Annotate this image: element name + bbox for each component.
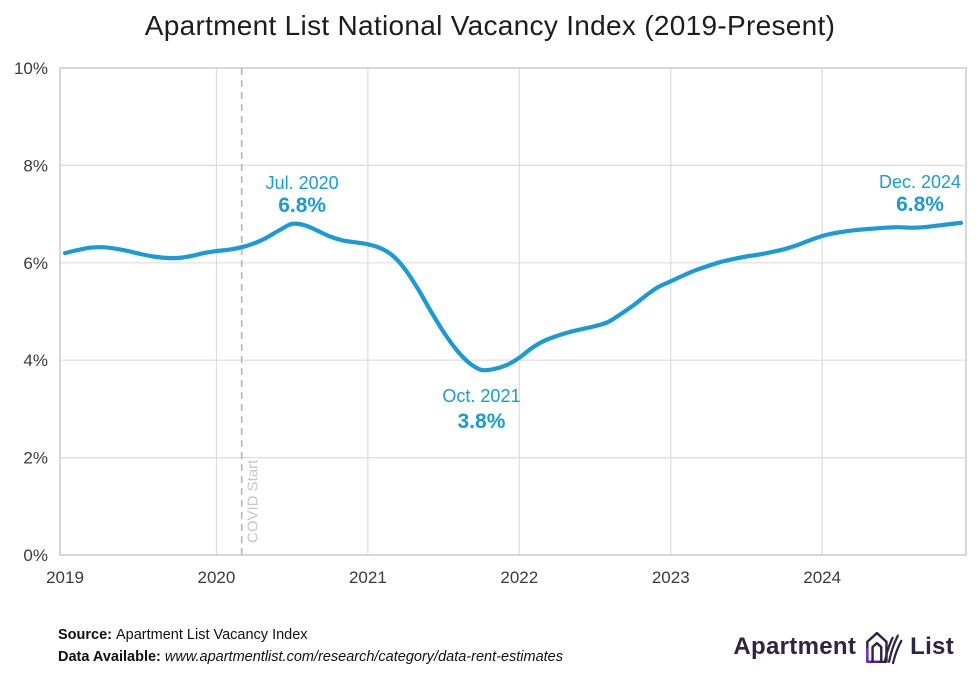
data-available-label: Data Available:: [58, 649, 161, 665]
footer-text: Source: Apartment List Vacancy Index Data…: [58, 625, 563, 669]
annotation-value: 6.8%: [278, 194, 326, 217]
y-tick-label: 2%: [23, 449, 48, 468]
vacancy-chart-canvas: COVID Start 0% 2% 4% 6% 8% 10% 2019 2020 2021 2022…: [14, 59, 967, 587]
source-value: Apartment List Vacancy Index: [116, 627, 308, 644]
x-tick-label: 2019: [46, 568, 84, 587]
y-tick-label: 8%: [23, 156, 48, 175]
plot-border: [59, 67, 967, 556]
chart-title: Apartment List National Vacancy Index (2…: [144, 10, 836, 41]
x-tick-label: 2021: [349, 568, 387, 587]
footer: Source: Apartment List Vacancy Index Data…: [0, 618, 980, 676]
x-tick-label: 2022: [500, 568, 538, 587]
apartment-list-logo: Apartment List: [733, 626, 954, 668]
footer-data-available-line: Data Available: www.apartmentlist.com/res…: [58, 647, 563, 669]
annotation-value: 3.8%: [458, 410, 506, 433]
y-tick-label: 10%: [14, 59, 48, 78]
source-label: Source:: [58, 627, 112, 644]
x-tick-label: 2023: [652, 568, 690, 587]
vacancy-index-line: [62, 220, 964, 373]
x-tick-label: 2020: [198, 568, 236, 587]
y-tick-label: 0%: [23, 546, 48, 565]
footer-source-line: Source: Apartment List Vacancy Index: [58, 625, 563, 647]
annotation-date: Oct. 2021: [442, 386, 520, 406]
covid-start-label: COVID Start: [245, 459, 262, 543]
x-tick-label: 2024: [803, 568, 841, 587]
logo-word-list: List: [910, 633, 954, 660]
annotation-date: Jul. 2020: [266, 173, 339, 193]
data-available-url: www.apartmentlist.com/research/category/…: [164, 649, 563, 665]
annotation-value: 6.8%: [896, 193, 944, 216]
logo-word-apartment: Apartment: [733, 633, 857, 660]
apartment-list-house-icon: [863, 626, 903, 668]
annotation-date: Dec. 2024: [879, 172, 961, 192]
y-tick-label: 6%: [23, 254, 48, 273]
y-tick-label: 4%: [23, 351, 48, 370]
